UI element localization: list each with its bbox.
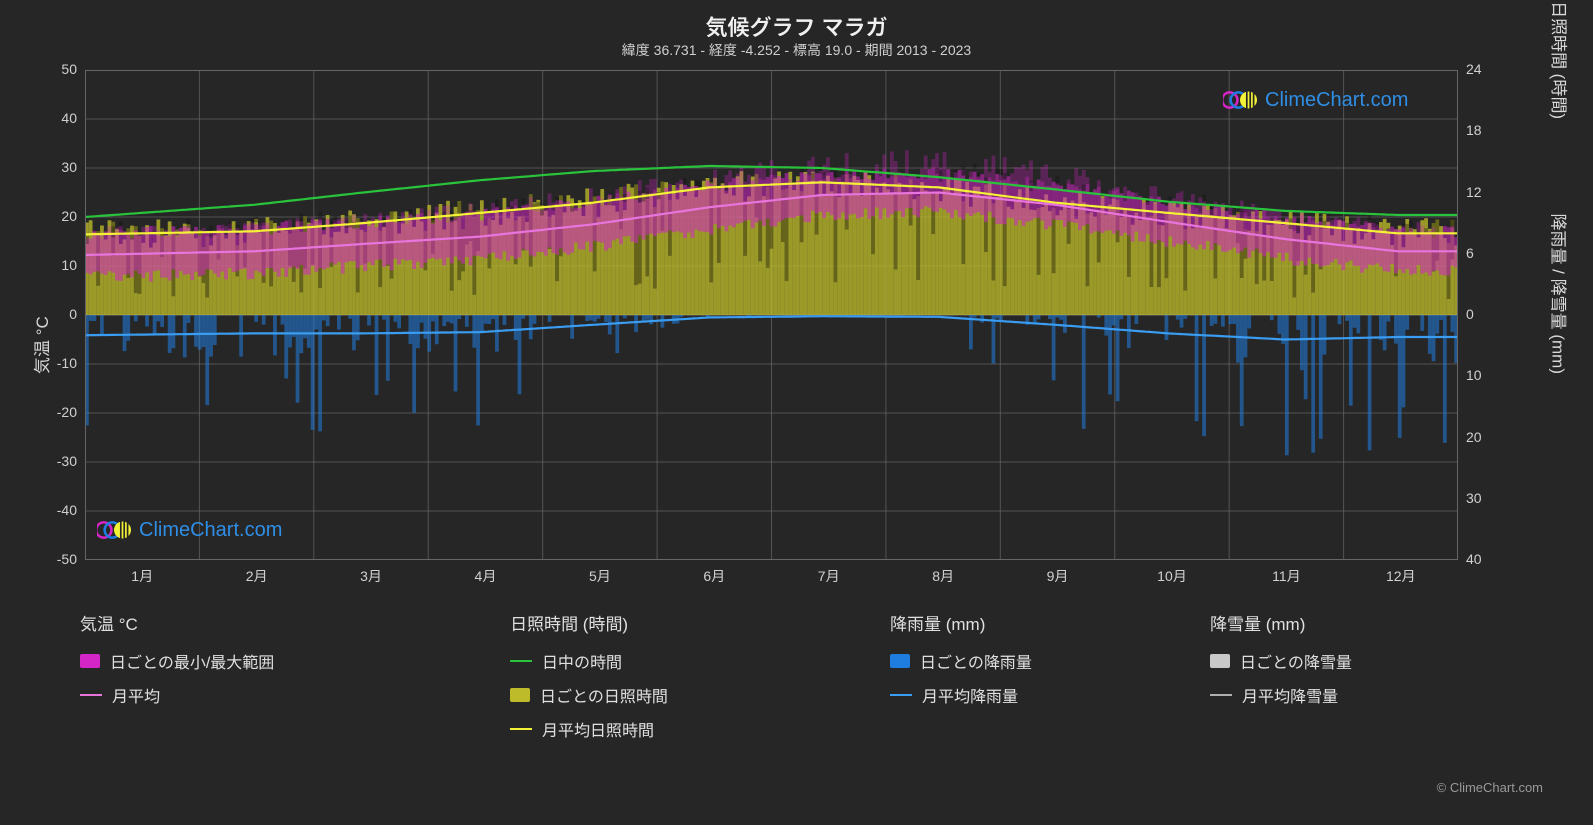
legend-item: 月平均日照時間 xyxy=(510,717,890,741)
x-tick: 7月 xyxy=(789,566,869,586)
legend-swatch-icon xyxy=(890,654,910,668)
legend-label: 月平均日照時間 xyxy=(542,717,654,741)
legend-label: 月平均降雨量 xyxy=(922,683,1018,707)
legend-swatch-icon xyxy=(510,688,530,702)
x-tick: 11月 xyxy=(1246,566,1326,586)
legend-label: 月平均 xyxy=(112,683,160,707)
y-right-top-tick: 18 xyxy=(1466,122,1506,138)
y-right-top-tick: 24 xyxy=(1466,61,1506,77)
legend-column: 降雨量 (mm) 日ごとの降雨量月平均降雨量 xyxy=(890,610,1210,741)
y-left-tick: -30 xyxy=(37,453,77,469)
y-left-tick: -40 xyxy=(37,502,77,518)
x-tick: 4月 xyxy=(445,566,525,586)
y-right-bottom-tick: 40 xyxy=(1466,551,1506,567)
y-left-tick: 20 xyxy=(37,208,77,224)
legend-label: 日ごとの降雨量 xyxy=(920,649,1032,673)
legend-label: 日中の時間 xyxy=(542,649,622,673)
legend-column: 気温 °C 日ごとの最小/最大範囲月平均 xyxy=(80,610,510,741)
legend-column: 降雪量 (mm) 日ごとの降雪量月平均降雪量 xyxy=(1210,610,1510,741)
legend-swatch-icon xyxy=(80,654,100,668)
x-tick: 2月 xyxy=(217,566,297,586)
legend-item: 日ごとの降雨量 xyxy=(890,649,1210,673)
legend-swatch-icon xyxy=(1210,654,1230,668)
legend-item: 月平均降雪量 xyxy=(1210,683,1510,707)
legend-label: 日ごとの降雪量 xyxy=(1240,649,1352,673)
x-tick: 9月 xyxy=(1018,566,1098,586)
legend-heading: 降雪量 (mm) xyxy=(1210,610,1510,635)
legend-item: 月平均降雨量 xyxy=(890,683,1210,707)
y-left-tick: -20 xyxy=(37,404,77,420)
legend-line-icon xyxy=(510,660,532,662)
y-left-tick: 50 xyxy=(37,61,77,77)
legend-item: 日中の時間 xyxy=(510,649,890,673)
legend-line-icon xyxy=(890,694,912,696)
legend-line-icon xyxy=(1210,694,1232,696)
y-right-bottom-tick: 20 xyxy=(1466,429,1506,445)
y-left-tick: -10 xyxy=(37,355,77,371)
legend-heading: 気温 °C xyxy=(80,610,510,635)
legend-item: 日ごとの降雪量 xyxy=(1210,649,1510,673)
x-tick: 10月 xyxy=(1132,566,1212,586)
y-left-tick: -50 xyxy=(37,551,77,567)
x-tick: 8月 xyxy=(903,566,983,586)
y-left-tick: 0 xyxy=(37,306,77,322)
y-axis-right1-label: 日照時間 (時間) xyxy=(1548,1,1573,119)
legend-label: 日ごとの最小/最大範囲 xyxy=(110,649,274,673)
chart-subtitle: 緯度 36.731 - 経度 -4.252 - 標高 19.0 - 期間 201… xyxy=(0,40,1593,60)
legend-heading: 日照時間 (時間) xyxy=(510,610,890,635)
legend-line-icon xyxy=(510,728,532,730)
legend-line-icon xyxy=(80,694,102,696)
x-tick: 6月 xyxy=(674,566,754,586)
legend-column: 日照時間 (時間) 日中の時間日ごとの日照時間月平均日照時間 xyxy=(510,610,890,741)
chart-root: 気候グラフ マラガ 緯度 36.731 - 経度 -4.252 - 標高 19.… xyxy=(0,0,1593,825)
plot-area xyxy=(85,70,1458,560)
y-right-bottom-tick: 10 xyxy=(1466,367,1506,383)
x-tick: 5月 xyxy=(560,566,640,586)
y-axis-right2-label: 降雨量 / 降雪量 (mm) xyxy=(1548,213,1573,374)
y-right-top-tick: 12 xyxy=(1466,184,1506,200)
legend-label: 月平均降雪量 xyxy=(1242,683,1338,707)
y-left-tick: 40 xyxy=(37,110,77,126)
legend: 気温 °C 日ごとの最小/最大範囲月平均 日照時間 (時間) 日中の時間日ごとの日照時… xyxy=(80,610,1510,741)
credit-text: © ClimeChart.com xyxy=(1437,780,1543,795)
y-right-top-tick: 0 xyxy=(1466,306,1506,322)
y-left-tick: 30 xyxy=(37,159,77,175)
x-tick: 3月 xyxy=(331,566,411,586)
legend-item: 月平均 xyxy=(80,683,510,707)
legend-heading: 降雨量 (mm) xyxy=(890,610,1210,635)
x-tick: 12月 xyxy=(1361,566,1441,586)
legend-label: 日ごとの日照時間 xyxy=(540,683,668,707)
y-right-bottom-tick: 30 xyxy=(1466,490,1506,506)
chart-title: 気候グラフ マラガ xyxy=(0,10,1593,42)
x-tick: 1月 xyxy=(102,566,182,586)
y-right-top-tick: 6 xyxy=(1466,245,1506,261)
legend-item: 日ごとの最小/最大範囲 xyxy=(80,649,510,673)
legend-item: 日ごとの日照時間 xyxy=(510,683,890,707)
y-left-tick: 10 xyxy=(37,257,77,273)
